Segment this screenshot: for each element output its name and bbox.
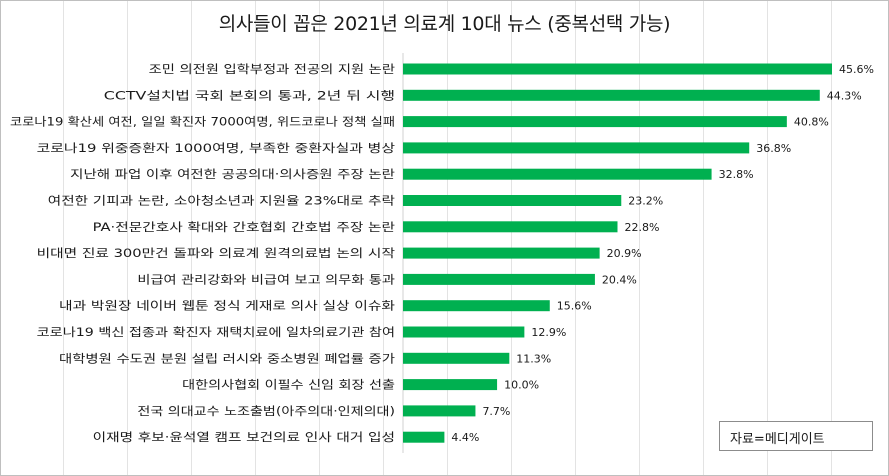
bar bbox=[403, 379, 498, 391]
bar bbox=[403, 221, 618, 233]
bar bbox=[403, 247, 600, 259]
background-gridline bbox=[255, 1, 256, 475]
bar bbox=[403, 300, 550, 312]
source-note: 자료=메디게이트 bbox=[719, 421, 873, 451]
background-gridline bbox=[831, 1, 832, 475]
data-label: 36.8% bbox=[756, 142, 791, 155]
bar bbox=[403, 352, 510, 364]
category-label: PA·전문간호사 확대와 간호협회 간호법 주장 논란 bbox=[93, 220, 396, 234]
data-label: 32.8% bbox=[719, 168, 754, 181]
background-gridline bbox=[575, 1, 576, 475]
background-gridline bbox=[703, 1, 704, 475]
category-label: 이재명 후보·윤석열 캠프 보건의료 인사 대거 입성 bbox=[93, 430, 395, 444]
category-label: 코로나19 확산세 여전, 일일 확진자 7000여명, 위드코로나 정책 실패 bbox=[10, 115, 395, 129]
data-label: 20.4% bbox=[602, 273, 637, 286]
chart-title: 의사들이 꼽은 2021년 의료계 10대 뉴스 (중복선택 가능) bbox=[218, 13, 671, 35]
bar bbox=[403, 195, 622, 206]
background-gridline bbox=[191, 1, 192, 475]
data-label: 45.6% bbox=[839, 63, 874, 76]
data-label: 22.8% bbox=[625, 221, 660, 234]
category-label: 코로나19 위중증환자 1000여명, 부족한 중환자실과 병상 bbox=[37, 141, 396, 155]
category-label: 여전한 기피과 논란, 소아청소년과 지원율 23%대로 추락 bbox=[48, 194, 396, 208]
data-label: 4.4% bbox=[451, 431, 479, 444]
data-label: 40.8% bbox=[794, 116, 829, 129]
category-label: 대학병원 수도권 분원 설립 러시와 중소병원 폐업률 증가 bbox=[59, 351, 396, 365]
data-label: 12.9% bbox=[531, 326, 566, 339]
data-label: 11.3% bbox=[516, 352, 551, 365]
background-gridline bbox=[383, 1, 384, 475]
bar bbox=[403, 142, 750, 154]
data-label: 20.9% bbox=[607, 247, 642, 260]
category-label: 코로나19 백신 접종과 확진자 재택치료에 일차의료기관 참여 bbox=[37, 325, 395, 339]
bar bbox=[403, 168, 712, 180]
background-gridline bbox=[63, 1, 64, 475]
data-label: 23.2% bbox=[628, 195, 663, 208]
bar bbox=[403, 405, 476, 417]
category-label: 지난해 파업 이후 여전한 공공의대·의사증원 주장 논란 bbox=[70, 167, 395, 181]
data-label: 10.0% bbox=[504, 379, 539, 392]
background-gridline bbox=[447, 1, 448, 475]
data-label: 15.6% bbox=[557, 300, 592, 313]
bar bbox=[403, 273, 595, 285]
category-label: 비급여 관리강화와 비급여 보고 의무화 통과 bbox=[137, 272, 395, 286]
category-label: 조민 의전원 입학부정과 전공의 지원 논란 bbox=[149, 62, 396, 76]
category-label: 비대면 진료 300만건 돌파와 의료계 원격의료법 논의 시작 bbox=[37, 246, 396, 260]
category-label: 대한의사협회 이필수 신임 회장 선출 bbox=[182, 378, 395, 392]
bar bbox=[403, 431, 445, 443]
background-gridline bbox=[511, 1, 512, 475]
background-gridline bbox=[767, 1, 768, 475]
bar bbox=[403, 116, 787, 128]
category-label: 내과 박원장 네이버 웹툰 정식 게재로 의사 실상 이슈화 bbox=[59, 299, 396, 313]
background-gridline bbox=[319, 1, 320, 475]
background-gridline bbox=[639, 1, 640, 475]
data-label: 44.3% bbox=[827, 89, 862, 102]
background-gridline bbox=[127, 1, 128, 475]
bar bbox=[403, 326, 525, 338]
bar bbox=[403, 63, 832, 75]
category-label: CCTV설치법 국회 본회의 통과, 2년 뒤 시행 bbox=[104, 88, 395, 102]
data-label: 7.7% bbox=[482, 405, 510, 418]
bar bbox=[403, 89, 820, 101]
category-label: 전국 의대교수 노조출범(아주의대·인제의대) bbox=[137, 404, 395, 418]
